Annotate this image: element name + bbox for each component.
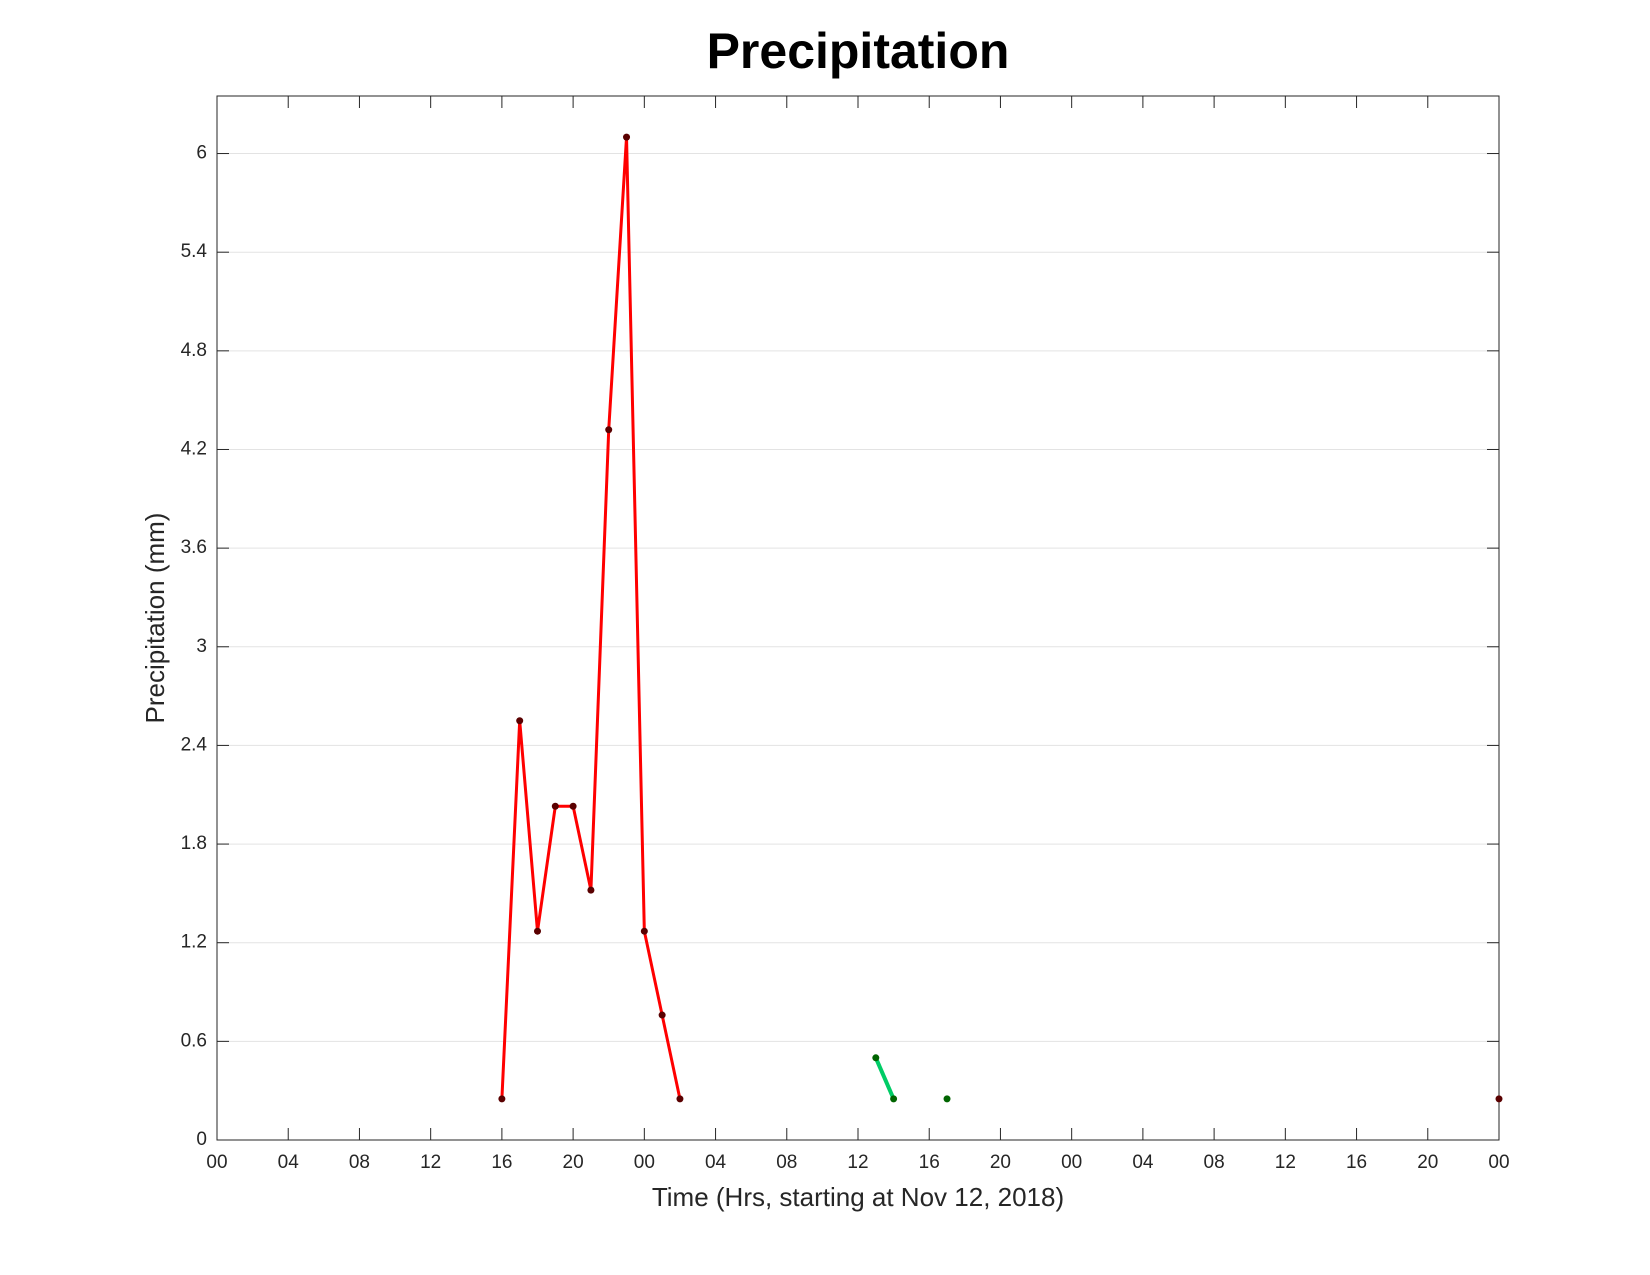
x-tick-label: 08 [776, 1152, 797, 1173]
x-tick-label: 08 [1204, 1152, 1225, 1173]
x-tick-label: 12 [847, 1152, 868, 1173]
y-tick-label: 4.2 [181, 438, 207, 459]
x-tick-label: 00 [634, 1152, 655, 1173]
y-axis-label: Precipitation (mm) [140, 513, 170, 724]
x-tick-label: 12 [1275, 1152, 1296, 1173]
data-point [498, 1095, 506, 1103]
x-tick-label: 08 [349, 1152, 370, 1173]
series-line [502, 137, 1499, 1099]
data-point [943, 1095, 951, 1103]
y-tick-label: 0 [196, 1129, 207, 1150]
y-tick-label: 5.4 [181, 241, 208, 262]
data-point [516, 717, 524, 725]
x-tick-label: 12 [420, 1152, 441, 1173]
y-tick-label: 2.4 [181, 734, 208, 755]
x-tick-label: 20 [1417, 1152, 1438, 1173]
data-point [658, 1011, 666, 1019]
y-tick-label: 4.8 [181, 340, 207, 361]
x-tick-label: 00 [206, 1152, 227, 1173]
x-tick-label: 00 [1061, 1152, 1082, 1173]
x-axis-label: Time (Hrs, starting at Nov 12, 2018) [652, 1182, 1064, 1212]
data-point [640, 927, 648, 935]
data-point [676, 1095, 684, 1103]
series-line [876, 1058, 947, 1099]
y-tick-label: 1.8 [181, 833, 207, 854]
x-tick-label: 04 [705, 1152, 727, 1173]
y-tick-label: 3.6 [181, 537, 207, 558]
x-tick-label: 16 [491, 1152, 512, 1173]
data-point [551, 802, 559, 810]
data-point [569, 802, 577, 810]
x-tick-label: 04 [1132, 1152, 1154, 1173]
y-tick-label: 0.6 [181, 1030, 207, 1051]
x-tick-label: 20 [563, 1152, 584, 1173]
y-tick-label: 3 [196, 636, 207, 657]
plot-frame [216, 95, 1500, 1141]
chart-title: Precipitation [707, 23, 1010, 79]
data-point [605, 426, 613, 434]
x-tick-label: 16 [919, 1152, 940, 1173]
data-point [890, 1095, 898, 1103]
x-tick-label: 00 [1488, 1152, 1509, 1173]
data-point [872, 1054, 880, 1062]
data-point [587, 886, 595, 894]
x-tick-label: 04 [278, 1152, 300, 1173]
y-tick-label: 6 [196, 143, 207, 164]
x-tick-label: 20 [990, 1152, 1011, 1173]
data-point [1495, 1095, 1503, 1103]
data-point [534, 927, 541, 935]
y-tick-label: 1.2 [181, 932, 207, 953]
data-point [623, 133, 631, 141]
x-tick-label: 16 [1346, 1152, 1367, 1173]
